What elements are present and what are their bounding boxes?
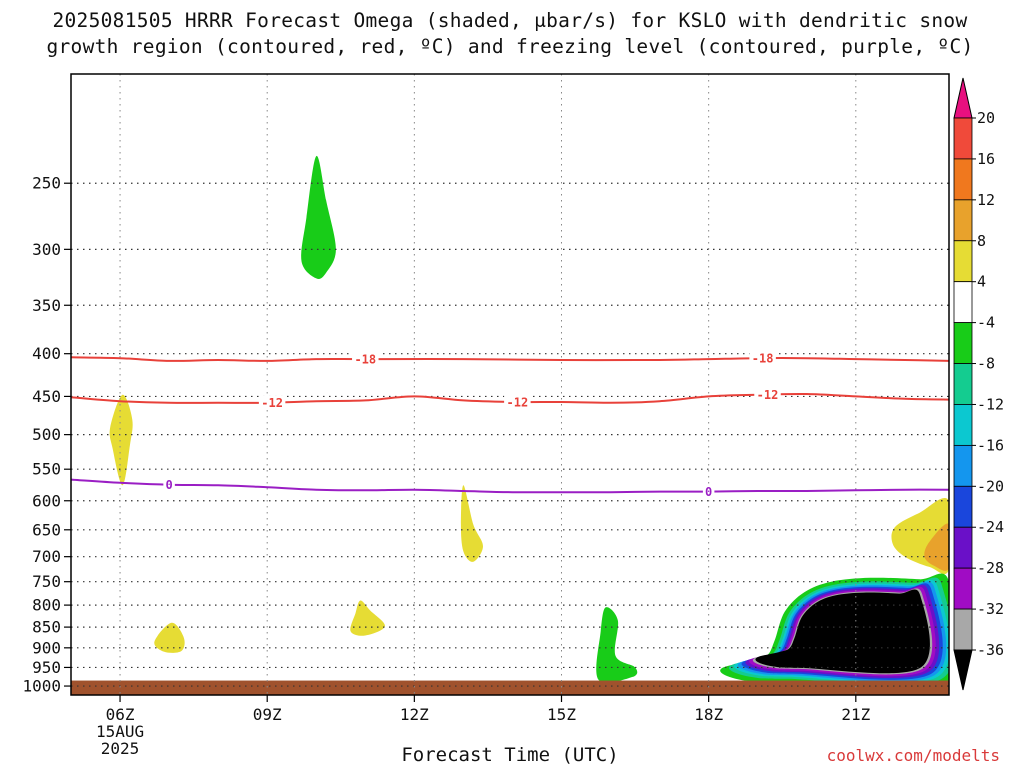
y-tick-label: 450 [32, 387, 61, 406]
contour-label-bg [504, 395, 531, 410]
x-tick-label: 06Z [106, 705, 135, 724]
contour-label: 0 [165, 478, 172, 492]
contour-label: -12 [757, 388, 779, 402]
colorbar-bin [953, 485, 973, 528]
colorbar-bin [953, 363, 973, 405]
colorbar-bin [953, 240, 973, 283]
omega-region-8 [924, 523, 949, 571]
colorbar-bin [953, 158, 973, 201]
colorbar-bottom-arrow [953, 649, 973, 691]
contour-label-bg [258, 395, 286, 410]
y-tick-label: 800 [32, 596, 61, 615]
ground-fill [71, 680, 949, 695]
contour-label: 0 [705, 485, 712, 499]
x-tick-sublabel: 2025 [101, 739, 140, 758]
colorbar-bin [953, 199, 973, 242]
omega-region-2 [109, 394, 133, 486]
y-tick-label: 600 [32, 491, 61, 510]
colorbar-label: -8 [977, 355, 995, 373]
contour-line [71, 356, 949, 362]
colorbar-label: -32 [977, 600, 1004, 618]
colorbar-bin [953, 404, 973, 446]
y-tick-label: 900 [32, 638, 61, 657]
colorbar-label: 12 [977, 191, 995, 209]
colorbar: 20 16 12 8 4 -4 -8 -12 -16 -20 -24 -28 -32 -36 [953, 77, 1004, 691]
contour-label: -18 [354, 353, 376, 367]
x-tick-sublabel: 15AUG [96, 722, 144, 741]
colorbar-bin [953, 117, 973, 160]
shaded-omega-layer [109, 155, 949, 683]
y-tick-label: 950 [32, 658, 61, 677]
contour-layer: -18 -18 -12 -12 -12 0 0 [71, 351, 949, 499]
contour-label: -12 [507, 396, 529, 410]
colorbar-top-arrow [953, 77, 973, 119]
colorbar-label: -12 [977, 395, 1004, 413]
contour-label-bg [352, 352, 379, 367]
chart-title: 2025081505 HRRR Forecast Omega (shaded, … [0, 8, 1020, 60]
omega-region-3 [460, 485, 483, 562]
omega-region-6 [596, 607, 638, 683]
ground-layer [71, 680, 949, 695]
plot-frame [70, 73, 950, 696]
y-axis: 2503003504004505005506006507007508008509… [22, 174, 71, 696]
colorbar-label: 20 [977, 109, 995, 127]
omega-region-4 [154, 622, 185, 653]
strong-ascent-region [720, 573, 949, 690]
colorbar-label: -24 [977, 518, 1004, 536]
y-tick-label: 550 [32, 460, 61, 479]
colorbar-label: 4 [977, 273, 986, 291]
y-tick-label: 750 [32, 572, 61, 591]
omega-region-1 [301, 155, 336, 280]
omega-region-5 [350, 600, 385, 636]
x-tick-label: 21Z [841, 705, 870, 724]
contour-label-bg [749, 351, 776, 366]
colorbar-bin [953, 526, 973, 569]
y-tick-label: 500 [32, 425, 61, 444]
x-tick-label: 18Z [694, 705, 723, 724]
colorbar-label: -28 [977, 559, 1004, 577]
contour-label-bg [702, 484, 715, 499]
colorbar-label: 16 [977, 150, 995, 168]
y-tick-label: 700 [32, 547, 61, 566]
colorbar-bin [953, 608, 973, 651]
chart-title-line2: growth region (contoured, red, ºC) and f… [46, 35, 974, 58]
colorbar-label: -20 [977, 477, 1004, 495]
y-tick-label: 250 [32, 174, 61, 193]
credit-link[interactable]: coolwx.com/modelts [826, 746, 1000, 765]
ascent-band-9 [755, 589, 930, 674]
chart-title-line1: 2025081505 HRRR Forecast Omega (shaded, … [52, 9, 968, 32]
y-tick-label: 850 [32, 618, 61, 637]
colorbar-label: -36 [977, 641, 1004, 659]
contour-label: -18 [752, 352, 774, 366]
colorbar-bin [953, 322, 973, 364]
colorbar-label: 8 [977, 232, 986, 250]
x-tick-label: 12Z [400, 705, 429, 724]
x-axis-label: Forecast Time (UTC) [401, 744, 619, 766]
contour-label-bg [754, 387, 781, 402]
colorbar-bin [953, 444, 973, 487]
colorbar-label: -16 [977, 436, 1004, 454]
contour-line [71, 478, 949, 494]
y-tick-label: 350 [32, 296, 61, 315]
colorbar-bin [953, 281, 973, 324]
colorbar-bin [953, 567, 973, 610]
x-tick-label: 09Z [253, 705, 282, 724]
y-tick-label: 400 [32, 344, 61, 363]
y-tick-label: 650 [32, 520, 61, 539]
x-tick-label: 15Z [547, 705, 576, 724]
y-tick-label: 1000 [22, 677, 61, 696]
colorbar-label: -4 [977, 314, 995, 332]
contour-label-bg [163, 477, 175, 492]
y-tick-label: 300 [32, 240, 61, 259]
plot-area: -18 -18 -12 -12 -12 0 0 [71, 74, 949, 695]
contour-label: -12 [261, 396, 283, 410]
